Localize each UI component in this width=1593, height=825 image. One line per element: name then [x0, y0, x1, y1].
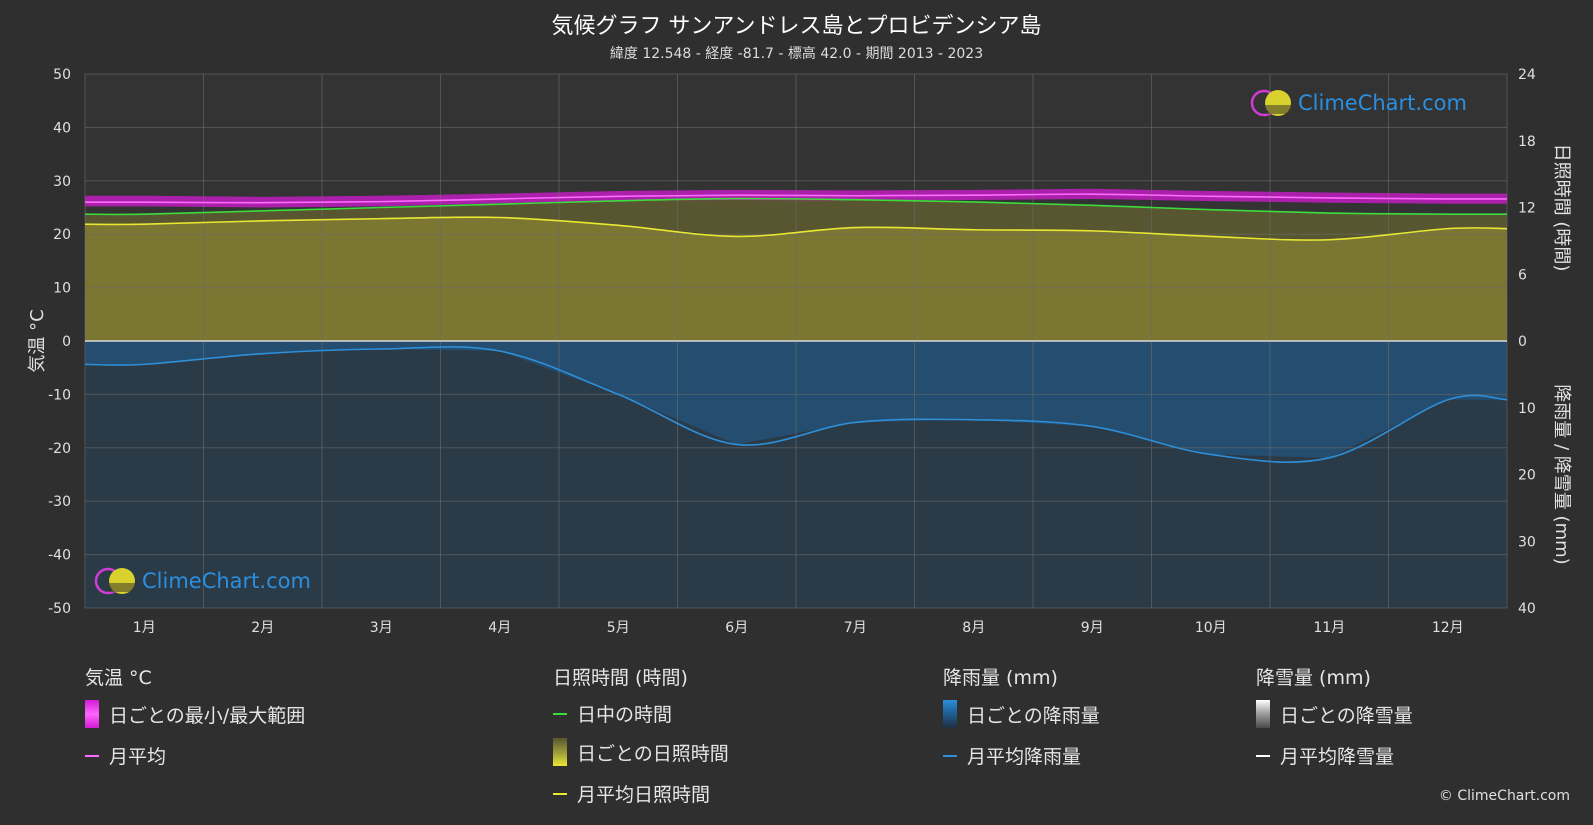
- left-tick-label: 10: [53, 281, 71, 297]
- left-axis-title: 気温 °C: [27, 309, 48, 372]
- month-tick-label: 3月: [370, 620, 393, 636]
- legend-heading-temperature: 気温 °C: [85, 667, 152, 689]
- legend-heading-snow: 降雪量 (mm): [1256, 667, 1371, 689]
- legend-item-daily-snow: 日ごとの降雪量: [1256, 700, 1413, 728]
- chart-subtitle: 緯度 12.548 - 経度 -81.7 - 標高 42.0 - 期間 2013…: [609, 46, 984, 62]
- temp-range-swatch-icon: [85, 700, 99, 728]
- logo-bottom-text: ClimeChart.com: [142, 569, 311, 593]
- legend-label: 月平均: [109, 746, 167, 768]
- legend-label: 日ごとの日照時間: [577, 742, 729, 765]
- legend-heading-sunshine: 日照時間 (時間): [553, 667, 688, 689]
- rain-swatch-icon: [943, 700, 957, 728]
- right-rain-tick-label: 20: [1518, 468, 1536, 484]
- month-tick-label: 6月: [725, 620, 748, 636]
- logo-bottom-sun-shade-icon: [109, 583, 135, 592]
- left-tick-label: -50: [48, 601, 71, 617]
- left-tick-label: -40: [48, 548, 71, 564]
- month-tick-label: 1月: [133, 620, 156, 636]
- month-tick-label: 4月: [488, 620, 511, 636]
- month-tick-label: 5月: [607, 620, 630, 636]
- daylight-line-icon: [553, 712, 567, 715]
- temp-avg-line: [84, 193, 1508, 204]
- left-tick-label: -10: [48, 387, 71, 403]
- logo-top-text: ClimeChart.com: [1298, 91, 1467, 115]
- right-sun-tick-label: 18: [1518, 134, 1536, 150]
- rain-avg-line-icon: [943, 754, 957, 757]
- month-tick-label: 2月: [251, 620, 274, 636]
- climate-chart: 50 40 30 20 10 0 -10 -20 -30 -40 -50 24 18 12 6 0 10 20 30…: [27, 67, 1572, 636]
- right-axis-title-rain: 降雨量 / 降雪量 (mm): [1551, 384, 1572, 564]
- left-tick-label: 0: [62, 334, 71, 350]
- legend-item-temp-avg: 月平均: [85, 742, 166, 769]
- left-tick-label: 20: [53, 227, 71, 243]
- month-tick-label: 10月: [1195, 620, 1227, 636]
- logo-top-sun-shade-icon: [1265, 105, 1291, 114]
- legend-label: 日ごとの降雪量: [1280, 704, 1413, 727]
- right-rain-tick-label: 10: [1518, 401, 1536, 417]
- right-sun-tick-label: 6: [1518, 267, 1527, 283]
- legend-item-daily-sunshine: 日ごとの日照時間: [553, 738, 729, 766]
- rain-avg-line: [84, 346, 1508, 463]
- right-rain-tick-label: 30: [1518, 534, 1536, 550]
- legend-label: 月平均降雨量: [967, 746, 1082, 768]
- sunshine-avg-line-icon: [553, 792, 567, 795]
- right-rain-tick-label: 40: [1518, 601, 1536, 617]
- legend-item-daily-rain: 日ごとの降雨量: [943, 700, 1100, 728]
- month-tick-label: 12月: [1432, 620, 1464, 636]
- right-sun-tick-label: 12: [1518, 201, 1536, 217]
- copyright-text: © ClimeChart.com: [1438, 788, 1570, 804]
- month-tick-label: 9月: [1081, 620, 1104, 636]
- month-tick-label: 7月: [844, 620, 867, 636]
- legend-item-snow-avg: 月平均降雪量: [1256, 742, 1394, 769]
- legend-heading-rain: 降雨量 (mm): [943, 667, 1058, 689]
- sunshine-avg-line: [84, 216, 1508, 241]
- temp-avg-line-icon: [85, 754, 99, 757]
- chart-title: 気候グラフ サンアンドレス島とプロビデンシア島: [551, 14, 1042, 39]
- month-tick-label: 11月: [1313, 620, 1345, 636]
- left-tick-label: 50: [53, 67, 71, 83]
- left-tick-label: -20: [48, 441, 71, 457]
- right-sun-tick-label: 24: [1518, 67, 1536, 83]
- legend-item-temp-range: 日ごとの最小/最大範囲: [85, 700, 305, 728]
- left-tick-label: 30: [53, 174, 71, 190]
- right-sun-tick-label: 0: [1518, 334, 1527, 350]
- snow-swatch-icon: [1256, 700, 1270, 728]
- legend-item-sunshine-avg: 月平均日照時間: [553, 780, 710, 807]
- snow-avg-line-icon: [1256, 754, 1270, 757]
- legend-item-daylight: 日中の時間: [553, 700, 672, 727]
- legend-label: 日中の時間: [577, 704, 673, 726]
- right-axis-title-sunshine: 日照時間 (時間): [1551, 144, 1572, 272]
- month-tick-label: 8月: [962, 620, 985, 636]
- daylight-line: [84, 197, 1508, 216]
- legend-label: 日ごとの降雨量: [967, 704, 1100, 727]
- legend-label: 月平均日照時間: [577, 784, 711, 806]
- legend-label: 日ごとの最小/最大範囲: [109, 704, 306, 727]
- legend-label: 月平均降雪量: [1280, 746, 1395, 768]
- legend-item-rain-avg: 月平均降雨量: [943, 742, 1081, 769]
- left-tick-label: 40: [53, 120, 71, 136]
- sunshine-swatch-icon: [553, 738, 567, 766]
- left-tick-label: -30: [48, 494, 71, 510]
